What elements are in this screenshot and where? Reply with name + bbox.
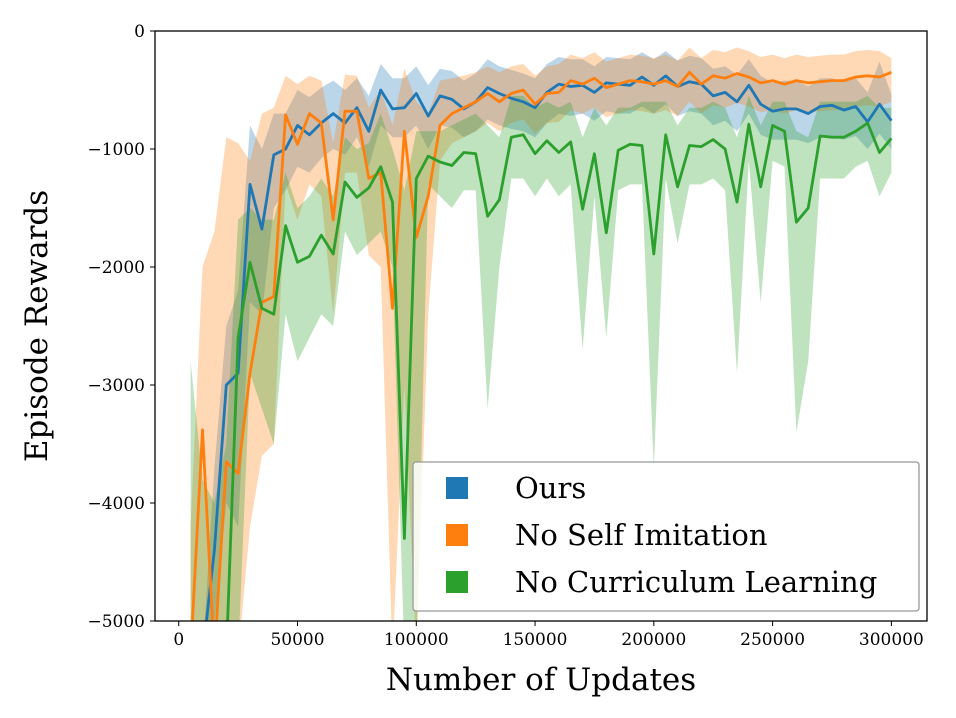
legend-swatch-ours [446, 477, 468, 499]
legend-label-ours: Ours [515, 471, 586, 505]
legend-swatch-no-self-imitation [446, 524, 468, 546]
band-no-curriculum-learning [190, 95, 892, 621]
y-tick-label: 0 [134, 22, 145, 42]
x-axis-ticks: 0 50000 100000 150000 200000 250000 300000 [173, 621, 924, 650]
x-tick-label: 50000 [270, 630, 324, 650]
x-axis-label: Number of Updates [386, 662, 696, 698]
x-tick-label: 100000 [384, 630, 449, 650]
x-tick-label: 0 [173, 630, 184, 650]
y-tick-label: −4000 [87, 494, 145, 514]
x-tick-label: 300000 [859, 630, 924, 650]
y-tick-label: −2000 [87, 258, 145, 278]
legend-label-no-curriculum-learning: No Curriculum Learning [515, 565, 877, 599]
line-no-self-imitation [191, 70, 892, 621]
x-tick-label: 200000 [621, 630, 686, 650]
plot-frame [154, 30, 928, 622]
band-ours [204, 51, 892, 621]
line-no-curriculum-learning [226, 121, 893, 621]
y-axis-ticks: 0 −1000 −2000 −3000 −4000 −5000 [87, 22, 155, 632]
y-tick-label: −1000 [87, 140, 145, 160]
legend-label-no-self-imitation: No Self Imitation [515, 518, 768, 552]
series-lines [191, 70, 893, 621]
y-axis-label: Episode Rewards [19, 190, 55, 462]
legend-frame [412, 461, 920, 612]
legend-swatch-no-curriculum-learning [446, 571, 468, 593]
y-tick-label: −5000 [87, 612, 145, 632]
x-tick-label: 250000 [740, 630, 805, 650]
x-tick-label: 150000 [503, 630, 568, 650]
legend: Ours No Self Imitation No Curriculum Learn… [412, 461, 920, 612]
y-tick-label: −3000 [87, 376, 145, 396]
